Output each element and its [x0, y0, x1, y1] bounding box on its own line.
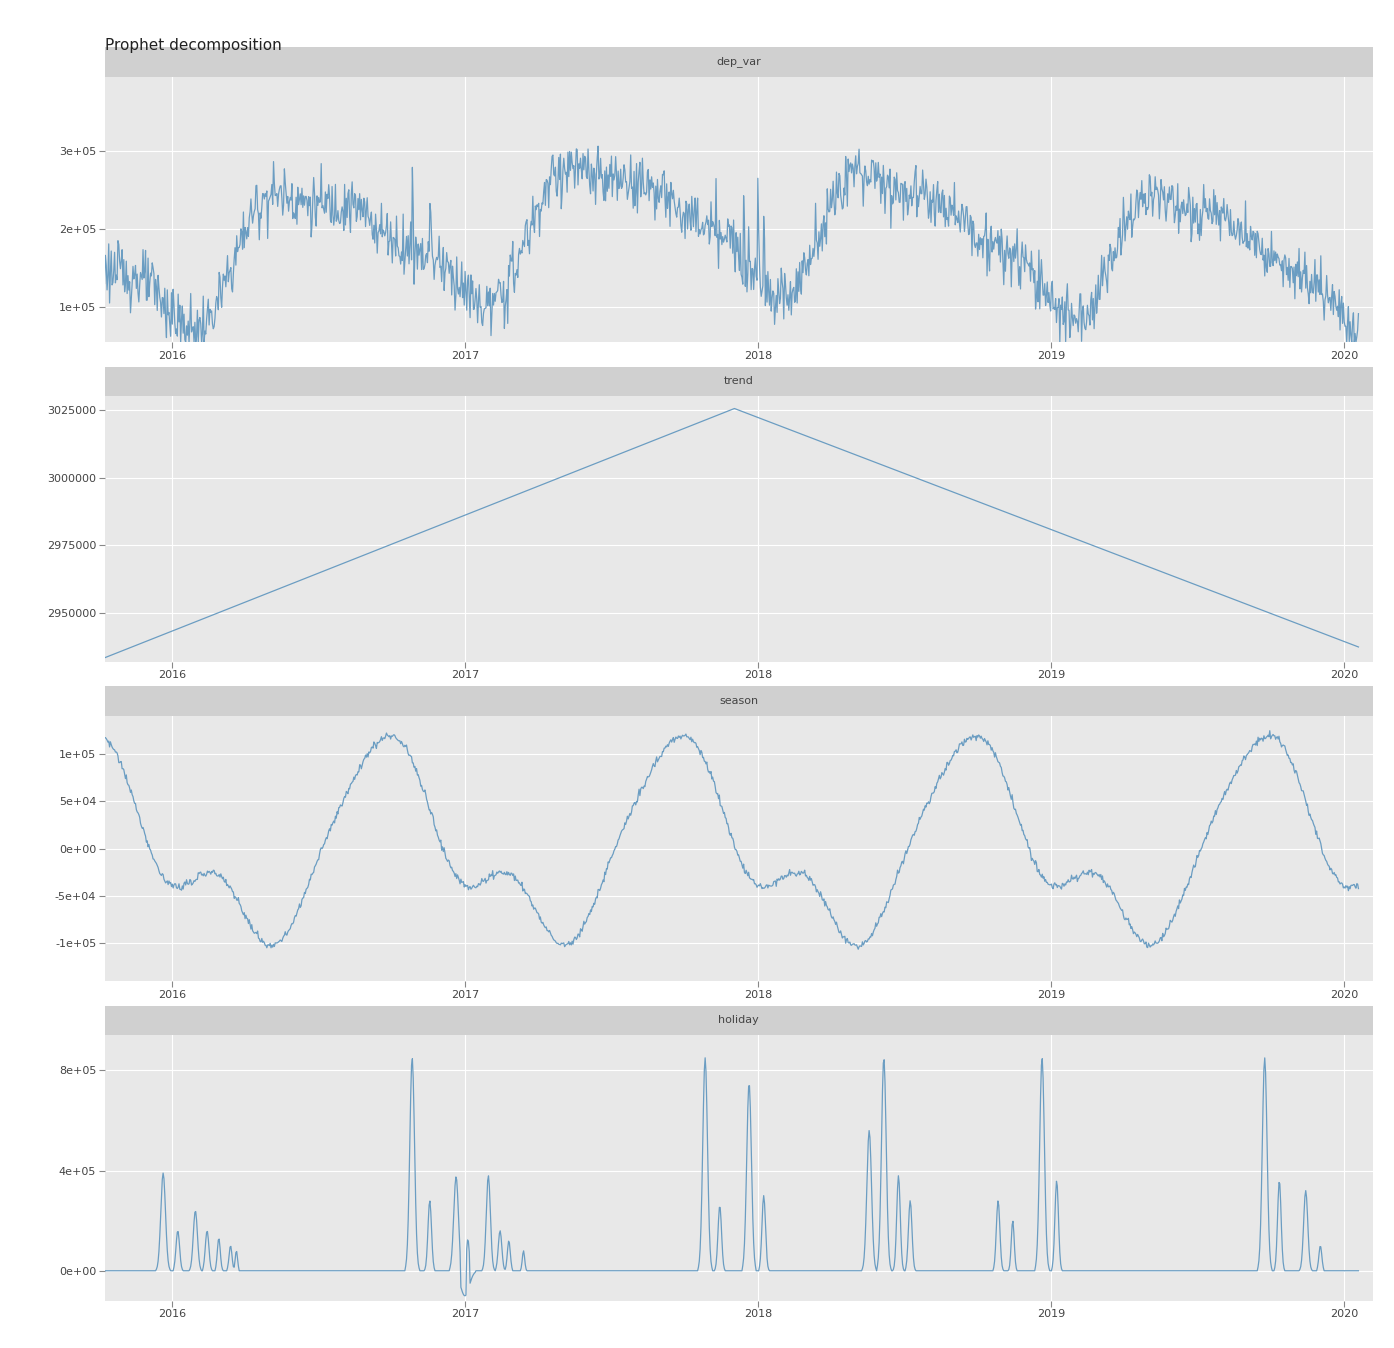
Text: trend: trend [723, 376, 754, 387]
Text: holiday: holiday [718, 1015, 760, 1026]
Text: dep_var: dep_var [717, 57, 761, 67]
Text: Prophet decomposition: Prophet decomposition [105, 38, 282, 53]
Text: season: season [719, 696, 758, 706]
